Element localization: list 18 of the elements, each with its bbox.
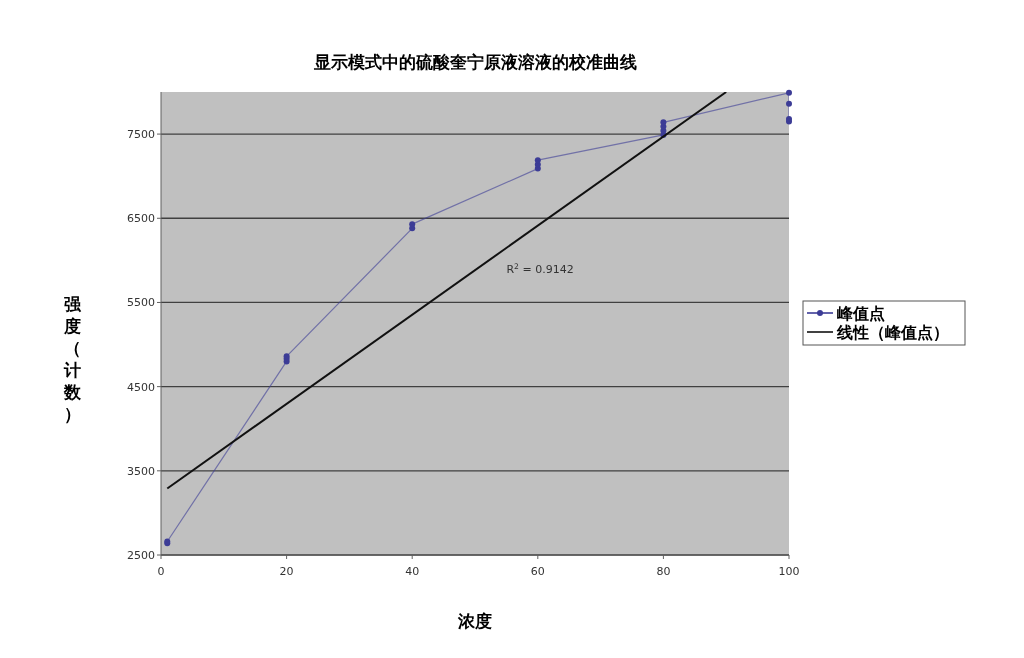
y-axis-title: 强度（计数） [62, 294, 82, 424]
x-tick-label: 0 [157, 565, 165, 578]
y-tick-label: 2500 [127, 549, 155, 562]
legend-label: 线性（峰值点） [836, 323, 949, 342]
x-tick-label: 40 [405, 565, 420, 578]
y-tick-label: 4500 [127, 380, 155, 394]
x-tick-label: 100 [778, 565, 800, 578]
chart-title: 显示模式中的硫酸奎宁原液溶液的校准曲线 [312, 52, 637, 72]
y-tick-label: 5500 [127, 296, 155, 310]
legend-label: 峰值点 [837, 304, 885, 323]
y-tick-label: 6500 [127, 212, 155, 226]
x-tick-label: 80 [656, 565, 671, 578]
y-tick-label: 3500 [127, 464, 155, 478]
x-tick-label: 20 [279, 565, 294, 578]
annotation: R$^{2}$ = 0.9142 [506, 261, 574, 276]
y-tick-label: 7500 [127, 128, 155, 142]
x-axis-title: 浓度 [457, 611, 492, 631]
x-tick-label: 60 [530, 565, 545, 578]
